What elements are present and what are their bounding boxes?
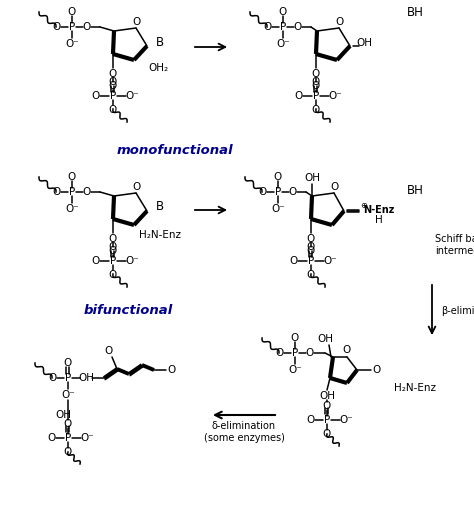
Text: O: O bbox=[276, 348, 284, 358]
Text: O: O bbox=[64, 358, 72, 368]
Text: O: O bbox=[306, 348, 314, 358]
Text: Schiff base
intermediate: Schiff base intermediate bbox=[435, 234, 474, 256]
Text: P: P bbox=[280, 22, 286, 32]
Text: H₂N-Enz: H₂N-Enz bbox=[139, 230, 181, 240]
Text: O⁻: O⁻ bbox=[288, 365, 302, 375]
Text: O: O bbox=[53, 22, 61, 32]
Text: O⁻: O⁻ bbox=[80, 433, 94, 443]
Text: OH: OH bbox=[55, 410, 71, 420]
Text: O⁻: O⁻ bbox=[323, 256, 337, 266]
Text: O: O bbox=[323, 401, 331, 411]
Text: O: O bbox=[83, 187, 91, 197]
Text: O: O bbox=[294, 22, 302, 32]
Text: H₂N-Enz: H₂N-Enz bbox=[394, 383, 436, 393]
Text: O: O bbox=[307, 415, 315, 425]
Text: O: O bbox=[307, 270, 315, 280]
Text: O: O bbox=[133, 182, 141, 192]
Text: P: P bbox=[308, 256, 314, 266]
Text: P: P bbox=[69, 22, 75, 32]
Text: OH₂: OH₂ bbox=[148, 63, 168, 73]
Text: OH: OH bbox=[78, 373, 94, 383]
Text: O: O bbox=[264, 22, 272, 32]
Text: P: P bbox=[324, 415, 330, 425]
Text: O: O bbox=[109, 234, 117, 244]
Text: P: P bbox=[275, 187, 281, 197]
Text: O: O bbox=[289, 187, 297, 197]
Text: O: O bbox=[68, 172, 76, 182]
Text: OH: OH bbox=[356, 38, 372, 48]
Text: ⊕: ⊕ bbox=[361, 202, 367, 211]
Text: OH: OH bbox=[304, 173, 320, 183]
Text: O: O bbox=[291, 333, 299, 343]
Text: O⁻: O⁻ bbox=[339, 415, 353, 425]
Text: O: O bbox=[259, 187, 267, 197]
Text: O: O bbox=[133, 17, 141, 27]
Text: O⁻: O⁻ bbox=[61, 390, 75, 400]
Text: O: O bbox=[53, 187, 61, 197]
Text: O⁻: O⁻ bbox=[125, 91, 139, 101]
Text: O⁻: O⁻ bbox=[125, 256, 139, 266]
Text: O: O bbox=[109, 242, 117, 252]
Text: δ-elimination
(some enzymes): δ-elimination (some enzymes) bbox=[203, 421, 284, 443]
Text: β-elimination: β-elimination bbox=[441, 306, 474, 316]
Text: O⁻: O⁻ bbox=[65, 39, 79, 49]
Text: O: O bbox=[48, 433, 56, 443]
Text: O: O bbox=[68, 7, 76, 17]
Text: O: O bbox=[109, 69, 117, 79]
Text: O: O bbox=[336, 17, 344, 27]
Text: O: O bbox=[307, 246, 315, 256]
Text: P: P bbox=[292, 348, 298, 358]
Text: O: O bbox=[323, 429, 331, 439]
Text: O: O bbox=[290, 256, 298, 266]
Text: O: O bbox=[64, 419, 72, 429]
Text: O⁻: O⁻ bbox=[276, 39, 290, 49]
Text: O: O bbox=[373, 365, 381, 375]
Text: bifunctional: bifunctional bbox=[83, 303, 173, 317]
Text: BH: BH bbox=[407, 5, 423, 19]
Text: O: O bbox=[109, 81, 117, 91]
Text: O: O bbox=[105, 346, 113, 356]
Text: O: O bbox=[307, 242, 315, 252]
Text: P: P bbox=[65, 433, 71, 443]
Text: O: O bbox=[312, 81, 320, 91]
Text: N-Enz: N-Enz bbox=[363, 205, 395, 215]
Text: OH: OH bbox=[317, 334, 333, 344]
Text: B: B bbox=[156, 201, 164, 213]
Text: monofunctional: monofunctional bbox=[117, 144, 233, 156]
Text: O: O bbox=[331, 182, 339, 192]
Text: O⁻: O⁻ bbox=[328, 91, 342, 101]
Text: H: H bbox=[375, 215, 383, 225]
Text: B: B bbox=[156, 36, 164, 48]
Text: O: O bbox=[312, 77, 320, 87]
Text: O⁻: O⁻ bbox=[65, 204, 79, 214]
Text: O: O bbox=[49, 373, 57, 383]
Text: OH: OH bbox=[319, 391, 335, 401]
Text: O: O bbox=[92, 91, 100, 101]
Text: O: O bbox=[312, 105, 320, 115]
Text: O: O bbox=[109, 105, 117, 115]
Text: O: O bbox=[312, 69, 320, 79]
Text: O: O bbox=[109, 270, 117, 280]
Text: O: O bbox=[274, 172, 282, 182]
Text: O: O bbox=[83, 22, 91, 32]
Text: O: O bbox=[343, 345, 351, 355]
Text: P: P bbox=[110, 91, 116, 101]
Text: P: P bbox=[65, 373, 71, 383]
Text: O: O bbox=[109, 246, 117, 256]
Text: O: O bbox=[92, 256, 100, 266]
Text: P: P bbox=[69, 187, 75, 197]
Text: O: O bbox=[168, 365, 176, 375]
Text: BH: BH bbox=[407, 184, 423, 196]
Text: O: O bbox=[64, 447, 72, 457]
Text: P: P bbox=[313, 91, 319, 101]
Text: O: O bbox=[109, 77, 117, 87]
Text: O⁻: O⁻ bbox=[271, 204, 285, 214]
Text: O: O bbox=[307, 234, 315, 244]
Text: O: O bbox=[295, 91, 303, 101]
Text: O: O bbox=[279, 7, 287, 17]
Text: P: P bbox=[110, 256, 116, 266]
